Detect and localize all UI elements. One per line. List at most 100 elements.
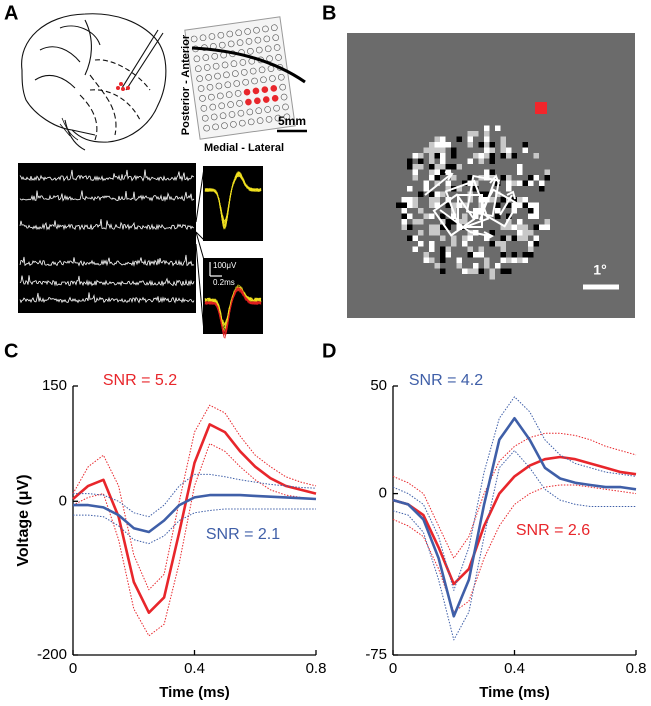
noise-pixel <box>511 202 517 208</box>
electrode <box>208 33 216 40</box>
annotation: SNR = 4.2 <box>409 372 483 389</box>
noise-pixel <box>418 241 424 247</box>
noise-pixel <box>429 175 435 181</box>
noise-pixel <box>489 169 495 175</box>
scale-bar <box>209 262 222 277</box>
noise-pixel <box>533 153 539 159</box>
noise-pixel <box>467 252 473 258</box>
noise-pixel <box>407 224 413 230</box>
electrode <box>203 64 211 71</box>
electrode <box>262 96 270 103</box>
electrode <box>208 93 215 101</box>
noise-pixel <box>489 147 495 153</box>
noise-pixel <box>522 197 528 203</box>
electrode <box>243 88 251 96</box>
noise-pixel <box>528 208 534 214</box>
electrode <box>258 66 266 74</box>
noise-pixel <box>467 235 473 241</box>
electrode <box>271 24 278 32</box>
trace <box>19 169 195 182</box>
electrode <box>282 103 289 111</box>
noise-pixel <box>544 175 550 181</box>
noise-pixel <box>412 246 418 252</box>
brain-sketch <box>21 13 167 151</box>
noise-pixel <box>484 153 490 159</box>
noise-pixel <box>500 147 506 153</box>
noise-pixel <box>418 158 424 164</box>
noise-pixel <box>484 147 490 153</box>
noise-pixel <box>440 153 446 159</box>
noise-pixel <box>478 252 484 258</box>
electrode <box>205 74 212 81</box>
x-tick-label: 0 <box>389 660 397 677</box>
noise-pixel <box>533 208 539 214</box>
electrode <box>199 95 206 102</box>
noise-pixel <box>522 202 528 208</box>
noise-pixel <box>418 164 424 170</box>
mean-line <box>72 423 317 614</box>
noise-pixel <box>467 197 473 203</box>
noise-pixel <box>423 186 429 192</box>
bound-line <box>392 450 636 641</box>
electrode <box>271 95 279 102</box>
noise-pixel <box>495 241 501 247</box>
noise-pixel <box>500 241 506 247</box>
noise-pixel <box>451 164 457 170</box>
noise-pixel <box>423 257 429 263</box>
noise-pixel <box>484 125 490 131</box>
noise-pixel <box>456 186 462 192</box>
electrode <box>270 85 278 92</box>
noise-pixel <box>528 241 534 247</box>
noise-pixel <box>489 142 495 148</box>
noise-pixel <box>506 180 512 186</box>
electrode <box>226 30 234 38</box>
noise-pixel <box>451 147 457 153</box>
noise-pixel <box>412 197 418 203</box>
trace-panel <box>18 163 196 313</box>
electrode <box>254 97 261 105</box>
noise-pixel <box>429 257 435 263</box>
noise-pixel <box>434 142 440 148</box>
waveforms <box>204 171 262 339</box>
electrode <box>212 123 219 131</box>
noise-pixel <box>440 224 446 230</box>
noise-pixel <box>401 213 407 219</box>
noise-pixel <box>506 224 512 230</box>
electrode <box>275 54 282 61</box>
noise-pixel <box>517 230 523 236</box>
noise-pixel <box>489 241 495 247</box>
noise-pixel <box>440 169 446 175</box>
electrode <box>239 59 247 66</box>
electrode <box>247 47 254 55</box>
noise-pixel <box>440 142 446 148</box>
noise-pixel <box>522 147 528 153</box>
scale-label: 100μV <box>213 261 237 270</box>
receptive-fields <box>424 171 519 241</box>
noise-pixel <box>418 191 424 197</box>
noise-pixel <box>517 219 523 225</box>
electrode <box>273 104 280 112</box>
noise-pixel <box>489 274 495 280</box>
noise-pixel <box>440 191 446 197</box>
noise-pixel <box>434 202 440 208</box>
electrode <box>214 72 221 80</box>
trace <box>19 218 195 231</box>
noise-pixel <box>467 268 473 274</box>
noise-pixel <box>473 153 479 159</box>
noise-pixel <box>440 252 446 258</box>
electrode <box>237 109 245 117</box>
noise-pixel <box>511 257 517 263</box>
noise-pixel <box>473 186 479 192</box>
noise-pixel <box>434 263 440 269</box>
noise-pixel <box>478 246 484 252</box>
noise-pixel <box>495 125 501 131</box>
noise-pixel <box>533 235 539 241</box>
waveform <box>204 172 262 226</box>
noise-pixel <box>500 224 506 230</box>
noise-pixel <box>440 213 446 219</box>
noise-pixel <box>418 153 424 159</box>
noise-pixel <box>412 219 418 225</box>
noise-pixel <box>500 197 506 203</box>
noise-pixel <box>440 136 446 142</box>
noise-pixel <box>418 208 424 214</box>
